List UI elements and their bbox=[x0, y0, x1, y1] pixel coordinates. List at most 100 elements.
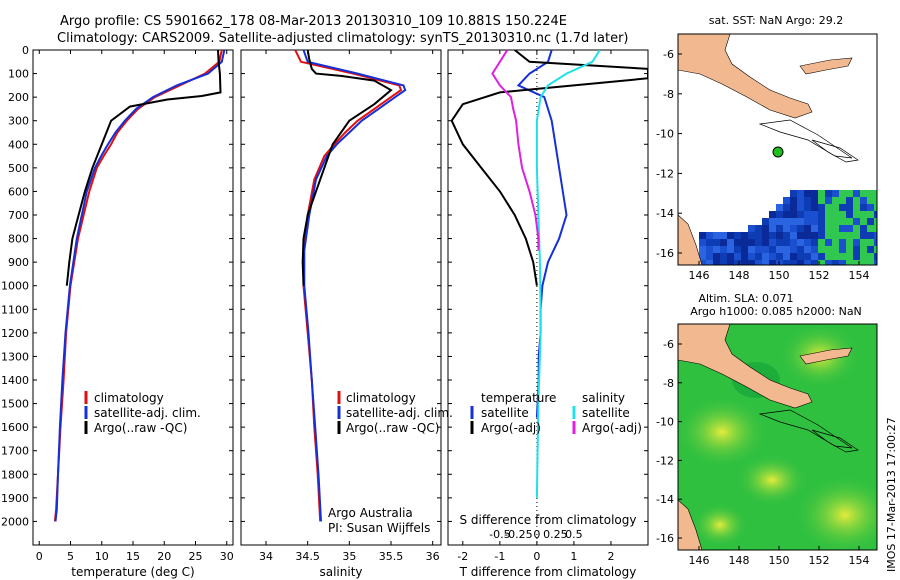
sst-cell bbox=[804, 239, 811, 246]
x-tick-label: -2 bbox=[457, 550, 468, 563]
sst-cell bbox=[727, 253, 734, 260]
legend-sal-argo: Argo(-adj) bbox=[582, 421, 642, 435]
sst-cell bbox=[769, 260, 776, 265]
sst-cell bbox=[811, 253, 818, 260]
sst-cell bbox=[734, 246, 741, 253]
sst-land bbox=[678, 34, 859, 265]
sst-cell bbox=[818, 225, 825, 232]
australia-land bbox=[678, 499, 703, 550]
depth-tick-label: 500 bbox=[8, 162, 29, 175]
sst-cell bbox=[846, 260, 853, 265]
sst-cell bbox=[769, 253, 776, 260]
sst-cell bbox=[867, 190, 874, 197]
sst-cell bbox=[818, 253, 825, 260]
salinity-series bbox=[294, 50, 407, 522]
x-tick-label: 25 bbox=[189, 550, 203, 563]
islands-outline bbox=[758, 409, 853, 449]
depth-tick-label: 1500 bbox=[1, 398, 29, 411]
sst-cell bbox=[713, 260, 720, 265]
depth-tick-label: 1000 bbox=[1, 280, 29, 293]
lon-tick-label: 146 bbox=[689, 554, 710, 567]
depth-tick-label: 1700 bbox=[1, 445, 29, 458]
sst-cell bbox=[825, 204, 832, 211]
sst-cell bbox=[867, 197, 874, 204]
sst-cell bbox=[741, 260, 748, 265]
s-tick-label: -0.5 bbox=[489, 528, 510, 541]
sst-cell bbox=[853, 253, 860, 260]
sst-cell bbox=[811, 246, 818, 253]
x-tick-label: 15 bbox=[126, 550, 140, 563]
sst-cell bbox=[790, 204, 797, 211]
sst-cell bbox=[776, 218, 783, 225]
sst-cell bbox=[776, 239, 783, 246]
depth-tick-label: 1600 bbox=[1, 421, 29, 434]
salinity-panel: 34 34.5 35 35.5 36 salinity climatology sate… bbox=[240, 49, 453, 579]
sst-cell bbox=[860, 197, 867, 204]
sst-cell bbox=[748, 225, 755, 232]
sst-cell bbox=[769, 225, 776, 232]
sst-cell bbox=[839, 211, 846, 218]
sst-cell bbox=[706, 239, 713, 246]
x-tick-label: 0 bbox=[36, 550, 43, 563]
sst-cell bbox=[790, 239, 797, 246]
series-argo-raw-qc- bbox=[65, 50, 222, 286]
sst-cell bbox=[797, 211, 804, 218]
sst-cell bbox=[804, 211, 811, 218]
lat-tick-label: -6 bbox=[663, 338, 674, 351]
sst-cell bbox=[846, 204, 853, 211]
sst-cell bbox=[748, 253, 755, 260]
depth-tick-label: 800 bbox=[8, 233, 29, 246]
sla-high bbox=[795, 475, 877, 550]
sst-cell bbox=[846, 211, 853, 218]
sst-cell bbox=[734, 232, 741, 239]
sst-cell bbox=[867, 204, 874, 211]
sst-cell bbox=[874, 204, 877, 211]
sst-cell bbox=[755, 253, 762, 260]
sst-cell bbox=[797, 239, 804, 246]
sst-cell bbox=[762, 246, 769, 253]
sst-cell bbox=[860, 204, 867, 211]
australia-land bbox=[678, 214, 703, 265]
lon-tick-label: 150 bbox=[769, 554, 790, 567]
sst-cell bbox=[727, 246, 734, 253]
sst-cell bbox=[832, 197, 839, 204]
sst-cell bbox=[804, 232, 811, 239]
sst-cell bbox=[741, 246, 748, 253]
temperature-x-axis: 0 5 10 15 20 25 30 bbox=[36, 50, 234, 563]
sst-cell bbox=[860, 260, 867, 265]
sst-cell bbox=[783, 218, 790, 225]
sst-cell bbox=[734, 239, 741, 246]
x-tick-label: 5 bbox=[67, 550, 74, 563]
sst-cell bbox=[811, 218, 818, 225]
sst-cell bbox=[804, 204, 811, 211]
sst-cell bbox=[867, 246, 874, 253]
legend-climatology: climatology bbox=[94, 391, 164, 405]
lat-tick-label: -10 bbox=[656, 416, 674, 429]
x-tick-label: 36 bbox=[426, 550, 440, 563]
header-line2: Climatology: CARS2009. Satellite-adjuste… bbox=[57, 31, 629, 46]
sst-cell bbox=[699, 260, 706, 265]
lat-tick-label: -12 bbox=[656, 454, 674, 467]
sst-cell bbox=[818, 232, 825, 239]
sst-cell bbox=[734, 253, 741, 260]
sst-cell bbox=[755, 225, 762, 232]
sst-cell bbox=[804, 253, 811, 260]
sst-cell bbox=[839, 190, 846, 197]
sst-cell bbox=[699, 232, 706, 239]
sst-cell bbox=[818, 204, 825, 211]
sst-cell bbox=[699, 246, 706, 253]
lat-tick-label: -10 bbox=[656, 128, 674, 141]
sst-cell bbox=[811, 225, 818, 232]
temperature-panel: 0100200300400500600700800900100011001200… bbox=[1, 44, 648, 579]
legend-satellite: satellite-adj. clim. bbox=[94, 406, 201, 420]
sst-cell bbox=[825, 190, 832, 197]
series-salinity-argo-adj- bbox=[491, 50, 540, 251]
sst-cell bbox=[783, 232, 790, 239]
sst-cell bbox=[825, 246, 832, 253]
lon-tick-label: 154 bbox=[849, 554, 870, 567]
s-tick-label: -0.25 bbox=[504, 528, 532, 541]
sst-cell bbox=[790, 225, 797, 232]
new-guinea-land bbox=[678, 34, 813, 119]
sst-cell bbox=[832, 190, 839, 197]
